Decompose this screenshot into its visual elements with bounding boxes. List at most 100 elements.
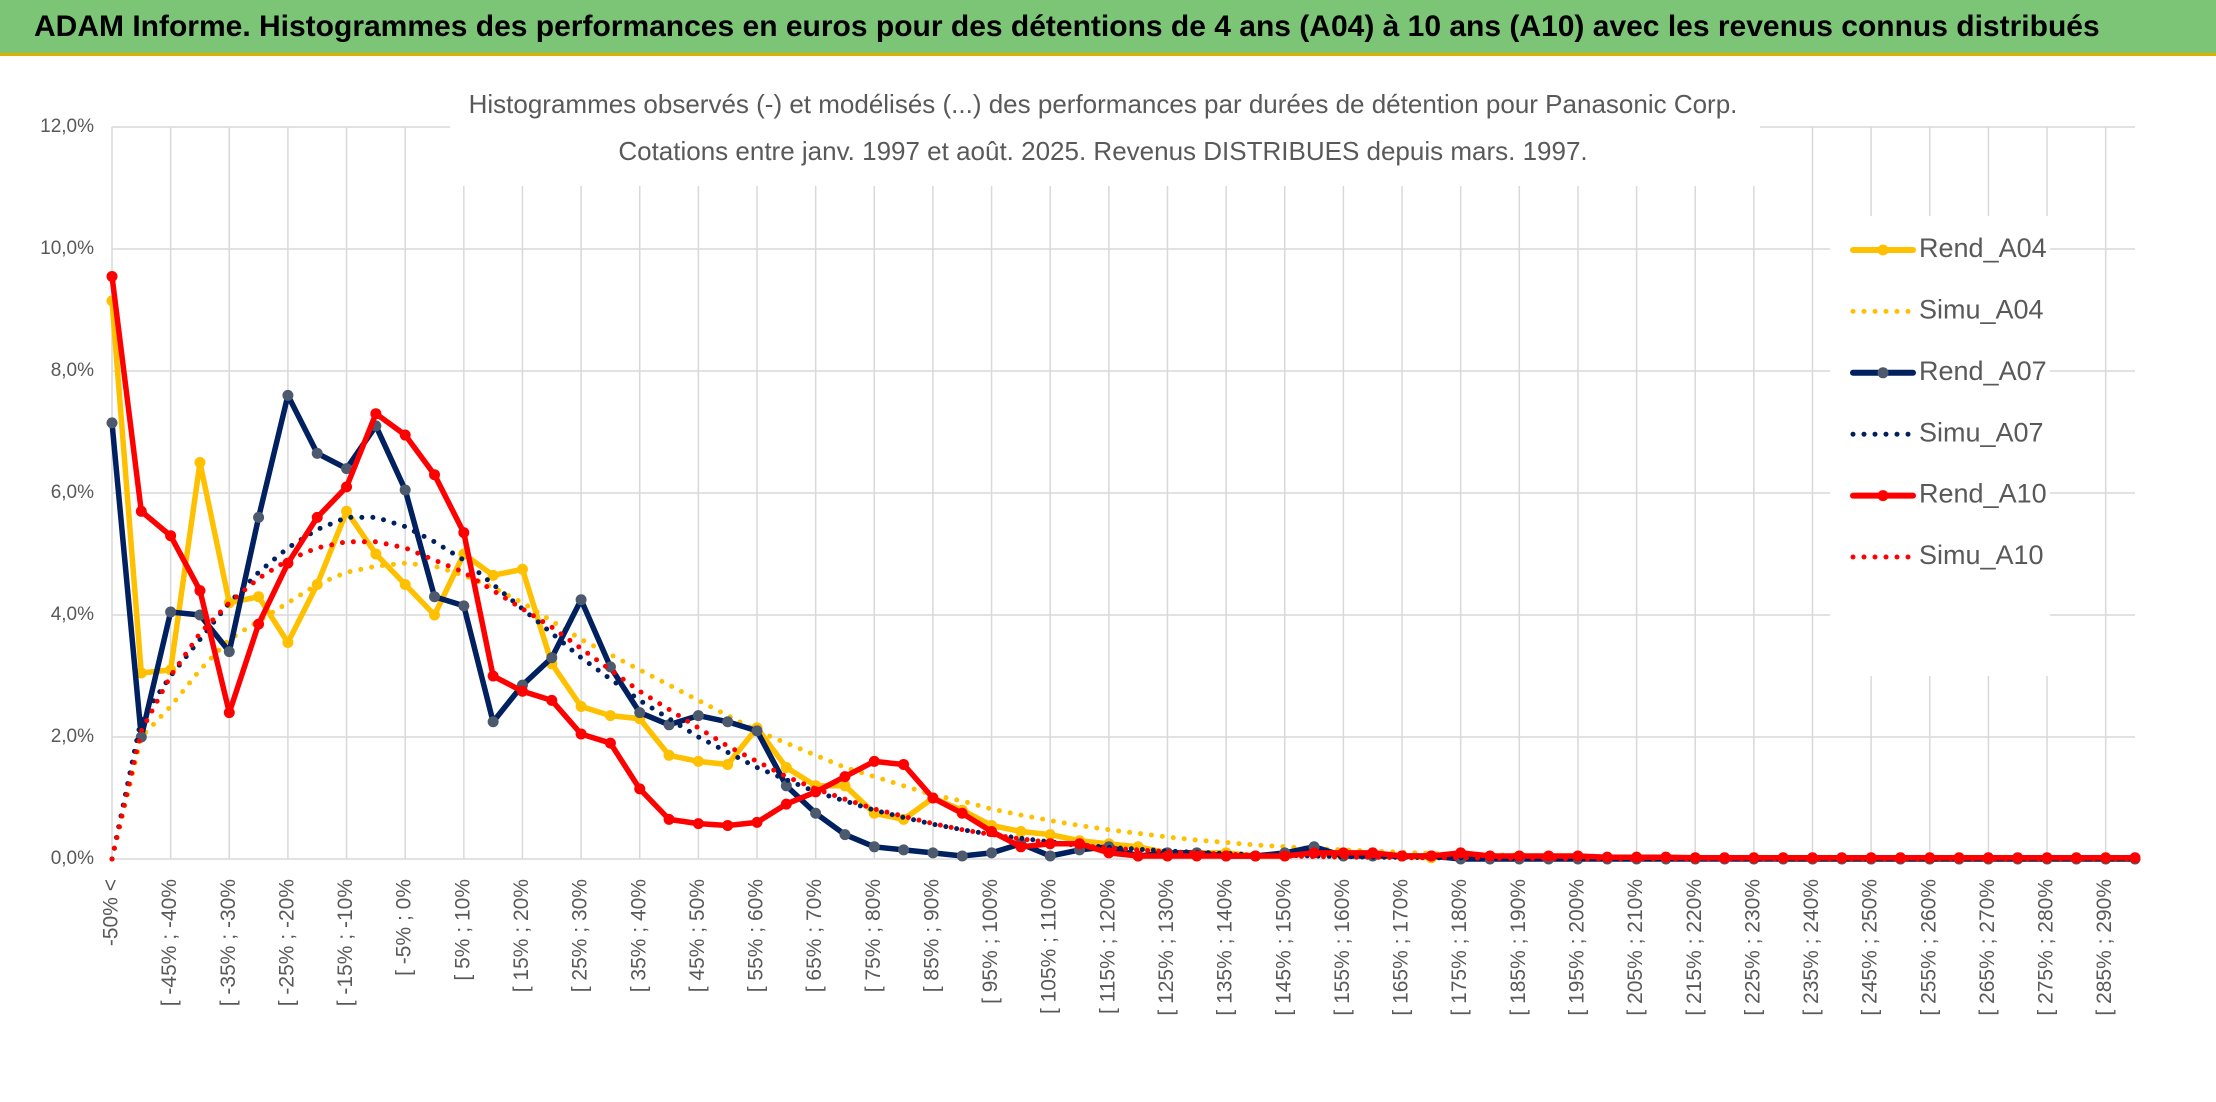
x-tick-label: [ 65% ; 70% [803, 879, 826, 992]
point [722, 716, 734, 728]
legend-label: Simu_A10 [1919, 540, 2044, 570]
x-tick-label: [ 205% ; 210% [1624, 879, 1647, 1016]
chart-subtitle: Cotations entre janv. 1997 et août. 2025… [618, 136, 1587, 166]
chart: 0,0% 2,0% 4,0% 6,0% 8,0% 10,0% 12,0% -50% < [ -4… [0, 56, 2216, 1102]
point [604, 710, 616, 722]
x-tick-label: [ 5% ; 10% [451, 879, 474, 981]
x-tick-label: [ 185% ; 190% [1507, 879, 1530, 1016]
point [898, 844, 910, 856]
header-title: ADAM Informe. Histogrammes des performan… [0, 0, 2216, 56]
x-tick-label: [ 235% ; 240% [1800, 879, 1823, 1016]
legend-label: Simu_A04 [1919, 295, 2044, 325]
point [692, 755, 704, 767]
point [253, 618, 265, 630]
x-tick-label: [ 275% ; 280% [2035, 879, 2058, 1016]
x-tick-label: [ -5% ; 0% [393, 879, 416, 976]
chart-title: Histogrammes observés (-) et modélisés (… [469, 89, 1738, 119]
legend-label: Rend_A04 [1919, 233, 2047, 263]
point [751, 816, 763, 828]
x-tick-label: [ 75% ; 80% [862, 879, 885, 992]
x-tick-label: [ -15% ; -10% [334, 879, 357, 1006]
point [1015, 826, 1027, 838]
x-tick-label: [ 125% ; 130% [1155, 879, 1178, 1016]
point [1894, 852, 1906, 864]
x-tick-label: [ 155% ; 160% [1331, 879, 1354, 1016]
point [370, 548, 382, 560]
x-tick-label: [ 145% ; 150% [1272, 879, 1295, 1016]
point [1631, 851, 1643, 863]
point [839, 780, 851, 792]
point [634, 707, 646, 719]
point [253, 511, 265, 523]
point [898, 758, 910, 770]
x-tick-label: [ 45% ; 50% [686, 879, 709, 992]
point [165, 606, 177, 618]
point [1982, 852, 1994, 864]
point [516, 685, 528, 697]
point [604, 661, 616, 673]
point [722, 758, 734, 770]
legend-background [1830, 216, 2050, 676]
point [868, 841, 880, 853]
x-tick-label: [ 105% ; 110% [1038, 879, 1061, 1014]
point [341, 463, 353, 475]
point [810, 807, 822, 819]
point [1044, 829, 1056, 841]
point [1103, 847, 1115, 859]
legend-marker [1877, 367, 1889, 379]
x-tick-label: [ 25% ; 30% [569, 879, 592, 992]
x-tick-label: [ 135% ; 140% [1214, 879, 1237, 1016]
point [106, 417, 118, 429]
point [399, 484, 411, 496]
point [1367, 847, 1379, 859]
point [1191, 850, 1203, 862]
point [487, 716, 499, 728]
x-tick-label: [ -25% ; -20% [275, 879, 298, 1006]
x-tick-label: [ -35% ; -30% [217, 879, 240, 1006]
point [516, 563, 528, 575]
point [194, 585, 206, 597]
point [868, 755, 880, 767]
y-tick-label: 12,0% [40, 116, 94, 137]
point [604, 737, 616, 749]
point [575, 594, 587, 606]
point [2129, 852, 2141, 864]
point [663, 719, 675, 731]
point [1455, 847, 1467, 859]
x-tick-label: [ 165% ; 170% [1390, 879, 1413, 1016]
point [487, 569, 499, 581]
point [399, 429, 411, 441]
point [429, 609, 441, 621]
point [429, 591, 441, 603]
point [370, 408, 382, 420]
y-tick-label: 0,0% [51, 848, 94, 869]
point [986, 847, 998, 859]
point [692, 710, 704, 722]
point [839, 829, 851, 841]
point [663, 749, 675, 761]
point [135, 505, 147, 517]
x-tick-label: [ 255% ; 260% [1917, 879, 1940, 1016]
legend-marker [1877, 490, 1889, 502]
point [575, 701, 587, 712]
point [927, 847, 939, 859]
point [722, 819, 734, 831]
point [311, 447, 323, 459]
point [1015, 841, 1027, 853]
point [311, 511, 323, 523]
point [399, 579, 411, 590]
x-tick-label: [ 265% ; 270% [1976, 879, 1999, 1016]
point [458, 600, 470, 612]
point [780, 780, 792, 792]
point [253, 591, 265, 603]
point [429, 469, 441, 481]
point [487, 670, 499, 682]
point [223, 646, 235, 658]
point [780, 798, 792, 810]
point [341, 505, 353, 517]
point [634, 783, 646, 795]
point [663, 813, 675, 825]
x-tick-label: [ 15% ; 20% [510, 879, 533, 992]
point [223, 707, 235, 719]
x-tick-label: [ 55% ; 60% [745, 879, 768, 992]
